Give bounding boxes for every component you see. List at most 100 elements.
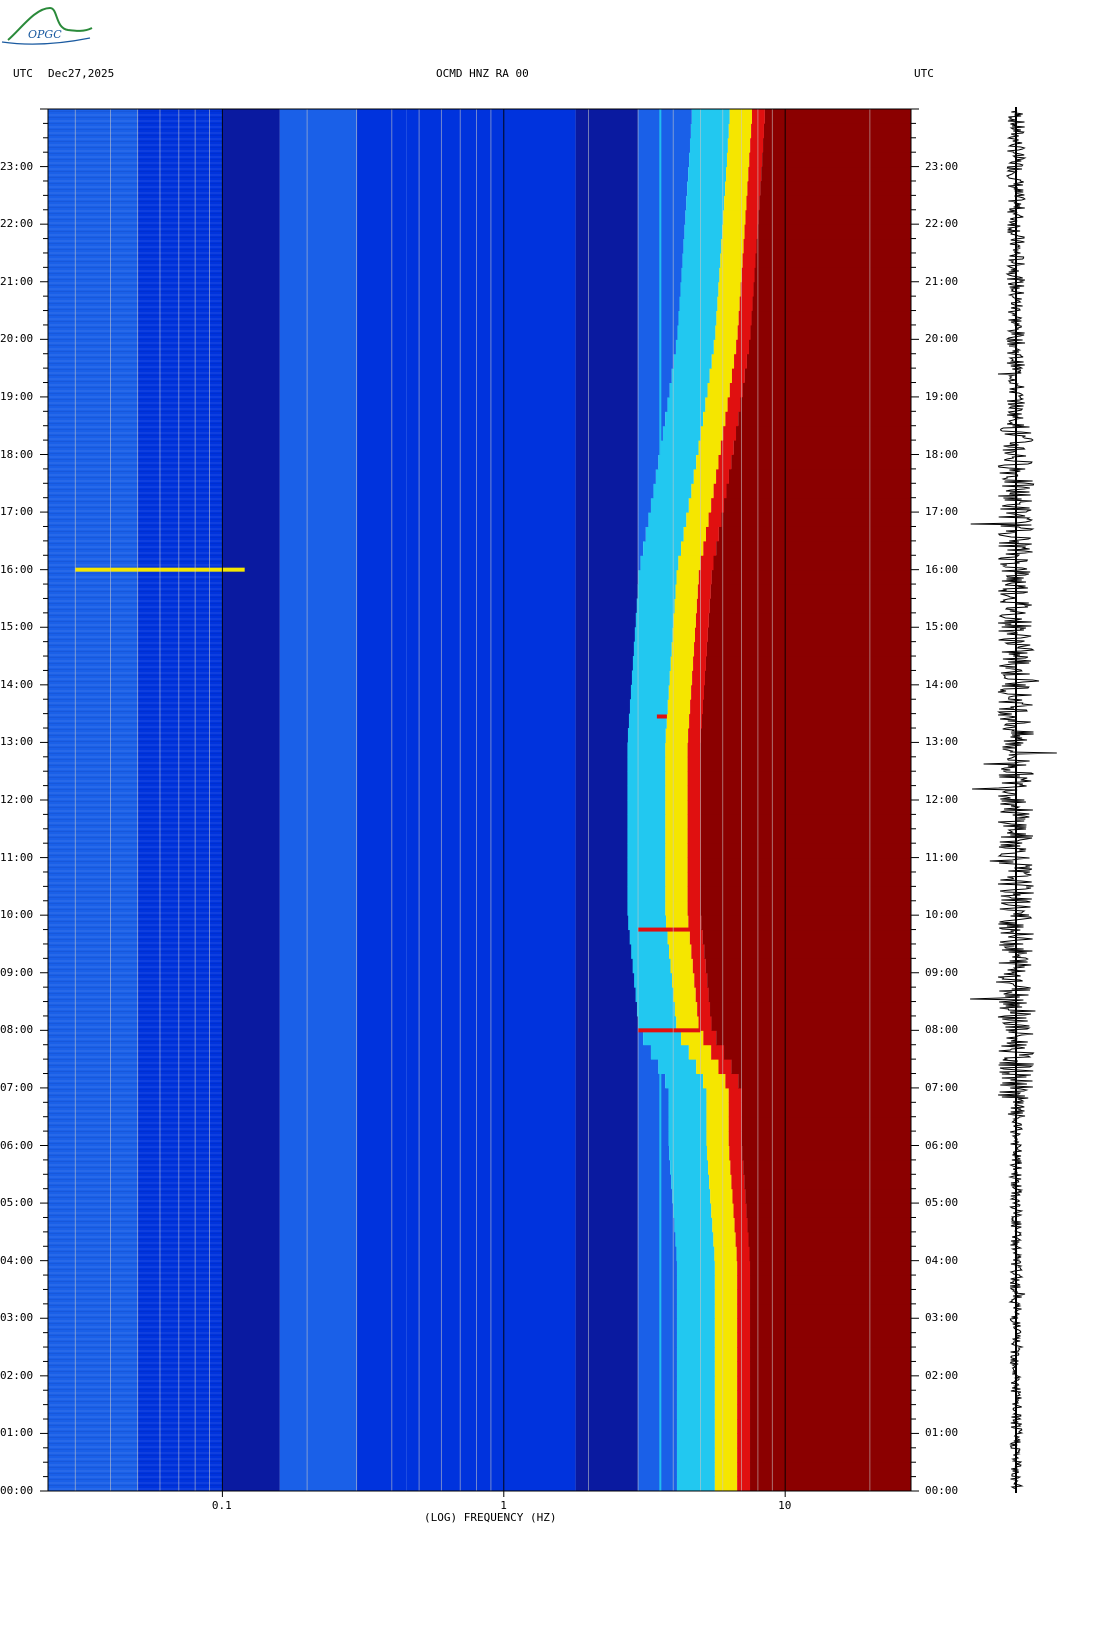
spectrum-cell	[737, 1303, 751, 1319]
logo-text: OPGC	[28, 28, 62, 41]
spectrum-cell	[736, 339, 749, 355]
plot-frame	[47, 108, 912, 1492]
spectrum-cell	[721, 512, 911, 527]
spectrum-cell	[728, 1131, 742, 1146]
spectrum-cell	[705, 656, 911, 671]
spectrum-cell	[627, 886, 666, 902]
spectrum-cell	[637, 584, 676, 599]
spectrum-cell	[741, 1102, 911, 1118]
spectrum-cell	[714, 1462, 738, 1478]
spectrum-cell	[736, 425, 911, 441]
spectrum-cell	[714, 1347, 738, 1362]
spectrum-band	[279, 109, 357, 1491]
spectrum-cell	[676, 1447, 715, 1463]
y-tick-label-left: 11:00	[0, 850, 34, 864]
spectrum-cell	[638, 1404, 677, 1420]
y-tick-label-left: 05:00	[0, 1196, 34, 1210]
spectrum-cell	[627, 814, 666, 830]
spectrum-cell	[667, 699, 691, 715]
spectrum-cell	[712, 1217, 735, 1233]
spectrum-cell	[731, 368, 745, 384]
spectrum-cell	[700, 425, 724, 441]
spectrum-cell	[638, 1030, 644, 1046]
spectrum-cell	[713, 555, 911, 571]
spectrum-cell	[666, 915, 689, 931]
spectrum-cell	[687, 843, 701, 859]
y-tick-label-left: 12:00	[0, 793, 34, 806]
y-tick-label-left: 21:00	[0, 274, 34, 288]
spectrum-cell	[737, 1404, 751, 1420]
spectrum-cell	[738, 411, 911, 427]
spectrum-cell	[745, 209, 759, 225]
spectrum-cell	[687, 180, 726, 196]
spectrum-cell	[700, 771, 911, 787]
spectrum-cell	[638, 1217, 675, 1233]
spectrum-cell	[695, 987, 709, 1003]
y-tick-label-left: 04:00	[0, 1253, 34, 1267]
spectrum-cell	[736, 1246, 750, 1262]
spectrum-cell	[660, 440, 699, 455]
spectrum-cell	[675, 1231, 714, 1247]
spectrum-cell	[697, 584, 711, 599]
spectrum-cell	[638, 1318, 677, 1334]
spectrum-cell	[635, 612, 674, 628]
spectrum-cell	[638, 152, 690, 168]
spectrum-cell	[713, 339, 737, 355]
spectrum-cell	[638, 339, 676, 355]
spectrum-cell	[704, 670, 911, 686]
spectrum-cell	[665, 411, 704, 427]
spectrum-cell	[697, 1001, 711, 1017]
spectrum-cell	[668, 1116, 707, 1132]
spectrum-cell	[706, 1145, 730, 1161]
spectrum-cell	[753, 281, 911, 297]
spectrum-cell	[687, 785, 701, 801]
spectrum-cell	[722, 224, 745, 240]
spectrum-cell	[737, 1275, 751, 1290]
spectrum-cell	[632, 656, 671, 671]
spectrum-cell	[674, 598, 697, 614]
spectrum-cell	[717, 296, 740, 312]
spectrum-cell	[711, 1015, 911, 1031]
spectrum-cell	[749, 1246, 911, 1262]
spectrum-cell	[738, 310, 752, 326]
spectrum-cell	[688, 728, 701, 743]
spectrum-cell	[708, 512, 722, 527]
spectrum-cell	[731, 1059, 911, 1075]
spectrum-cell	[691, 483, 714, 499]
spectrum-cell	[627, 900, 666, 916]
spectrum-cell	[685, 209, 724, 225]
spectrum-cell	[742, 1145, 911, 1161]
spectrum-cell	[638, 1419, 677, 1434]
spectrum-cell	[638, 468, 656, 484]
spectrum-cell	[676, 1462, 715, 1478]
seismogram-trace	[970, 107, 1057, 1493]
spectrum-cell	[707, 382, 730, 398]
y-tick-label-left: 09:00	[0, 965, 34, 979]
spectrum-cell	[721, 238, 744, 254]
spectrum-cell	[638, 1073, 666, 1089]
spectrum-cell	[691, 684, 704, 700]
spectrum-cell	[751, 310, 911, 326]
spectrum-cell	[687, 886, 701, 902]
spectrum-cell	[638, 310, 679, 326]
spectrum-cell	[700, 843, 911, 859]
spectrum-cell	[629, 929, 668, 945]
spectrum-cell	[723, 209, 746, 225]
y-tick-label-right: 03:00	[925, 1311, 959, 1325]
spectrum-cell	[638, 324, 678, 340]
spectrum-cell	[638, 540, 644, 556]
spectrum-cell	[681, 1030, 704, 1046]
spectrum-cell	[762, 152, 911, 168]
spectrum-cell	[638, 1476, 677, 1492]
spectrum-cell	[750, 1447, 911, 1463]
spectrum-cell	[638, 526, 646, 542]
spectrum-cell	[638, 1087, 669, 1103]
spectrum-cell	[714, 1260, 738, 1276]
spectrum-cell	[759, 195, 911, 211]
spectrum-cell	[713, 1231, 736, 1247]
spectrum-cell	[742, 252, 756, 268]
spectrum-cell	[638, 166, 689, 182]
spectrum-cell	[747, 180, 761, 196]
spectrum-cell	[638, 1303, 677, 1319]
spectrum-cell	[627, 828, 666, 844]
